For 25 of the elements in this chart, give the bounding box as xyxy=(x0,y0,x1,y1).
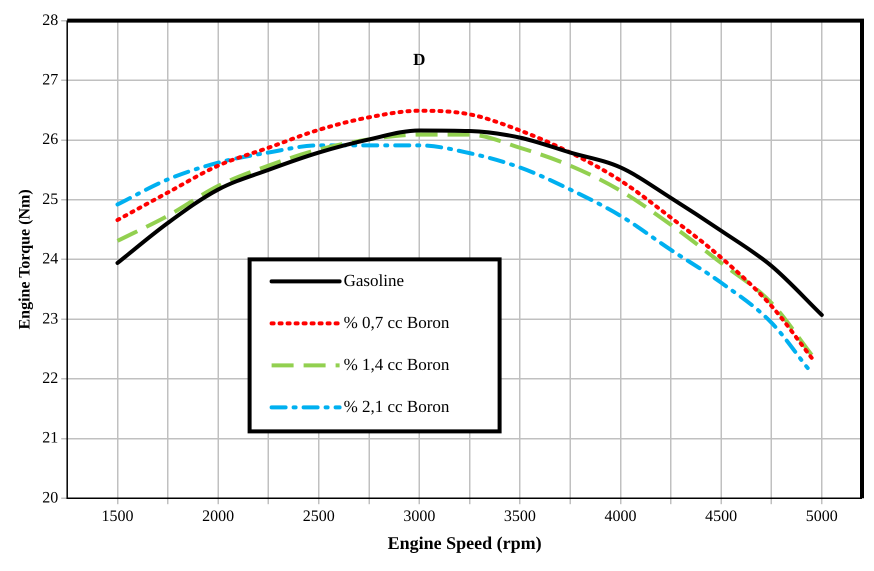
y-tick-label: 25 xyxy=(42,190,58,208)
legend-label: % 1,4 cc Boron xyxy=(344,354,450,374)
x-tick-label: 2500 xyxy=(302,508,335,526)
y-tick-label: 21 xyxy=(42,430,58,447)
legend-label: % 0,7 cc Boron xyxy=(344,312,450,332)
legend-label: Gasoline xyxy=(344,270,404,290)
y-tick-label: 28 xyxy=(42,12,58,29)
x-tick-label: 3000 xyxy=(403,508,436,526)
x-tick-label: 2000 xyxy=(202,508,234,526)
y-tick-label: 26 xyxy=(42,131,58,148)
legend-label: % 2,1 cc Boron xyxy=(344,396,450,416)
line-series xyxy=(116,128,824,317)
y-tick-label: 22 xyxy=(42,370,58,388)
x-tick-label: 4500 xyxy=(705,508,738,526)
y-tick-label: 27 xyxy=(42,72,58,89)
text: D xyxy=(413,50,426,69)
y-tick-label: 24 xyxy=(42,250,58,268)
x-tick-label: 4000 xyxy=(604,508,637,526)
x-tick-label: 1500 xyxy=(102,508,134,526)
x-axis-title: Engine Speed (rpm) xyxy=(388,532,542,553)
x-tick-label: 5000 xyxy=(806,508,838,526)
y-tick-label: 23 xyxy=(42,310,58,328)
y-axis-title: Engine Torque (Nm) xyxy=(16,189,34,330)
x-tick-label: 3500 xyxy=(504,508,536,526)
y-tick-label: 20 xyxy=(42,489,58,506)
